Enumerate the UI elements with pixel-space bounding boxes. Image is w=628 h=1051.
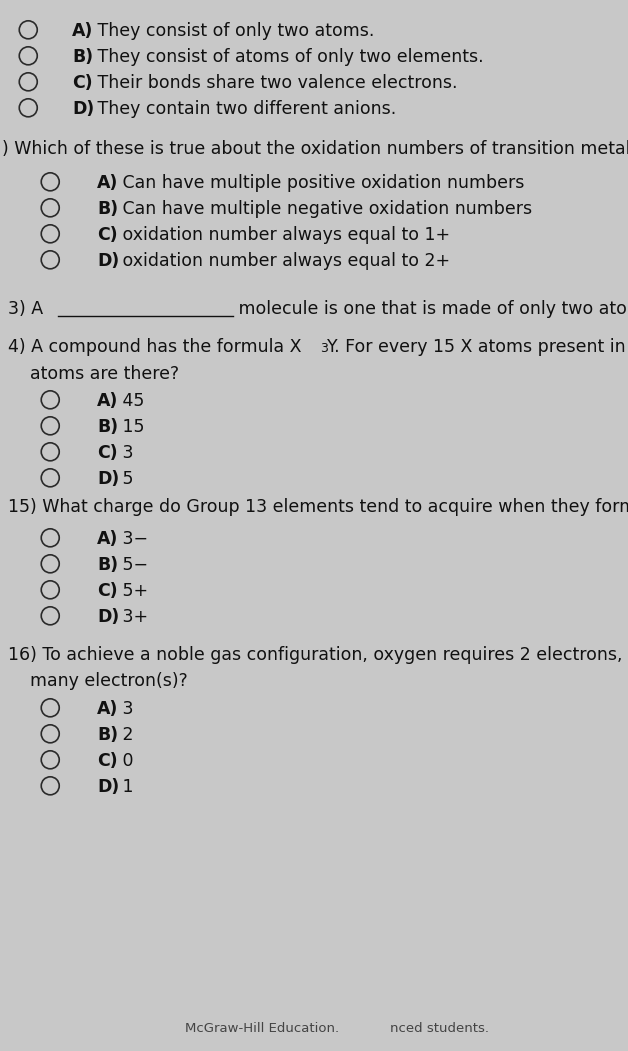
Text: D): D) [97,778,119,796]
Text: 4) A compound has the formula X: 4) A compound has the formula X [8,338,301,356]
Text: A): A) [72,22,94,40]
Text: McGraw-Hill Education.: McGraw-Hill Education. [185,1022,339,1035]
Text: ) Which of these is true about the oxidation numbers of transition metals, such : ) Which of these is true about the oxida… [2,140,628,158]
Text: They consist of only two atoms.: They consist of only two atoms. [92,22,375,40]
Text: B): B) [72,48,94,66]
Text: molecule is one that is made of only two atoms.: molecule is one that is made of only two… [234,300,628,318]
Text: 3: 3 [117,700,134,718]
Text: 15) What charge do Group 13 elements tend to acquire when they form ions?: 15) What charge do Group 13 elements ten… [8,498,628,516]
Text: C): C) [72,74,93,92]
Text: 3+: 3+ [117,607,149,626]
Text: 2: 2 [117,726,134,744]
Text: Can have multiple positive oxidation numbers: Can have multiple positive oxidation num… [117,174,525,192]
Text: 3) A: 3) A [8,300,48,318]
Text: oxidation number always equal to 1+: oxidation number always equal to 1+ [117,226,451,244]
Text: B): B) [97,726,119,744]
Text: A): A) [97,174,119,192]
Text: 3−: 3− [117,530,148,548]
Text: 45: 45 [117,392,145,410]
Text: 16) To achieve a noble gas configuration, oxygen requires 2 electrons, and hydro: 16) To achieve a noble gas configuration… [8,646,628,664]
Text: 5−: 5− [117,556,148,574]
Text: 1: 1 [117,778,134,796]
Text: 15: 15 [117,418,145,436]
Text: C): C) [97,753,118,770]
Text: D): D) [72,100,94,118]
Text: Can have multiple negative oxidation numbers: Can have multiple negative oxidation num… [117,200,533,218]
Text: Y. For every 15 X atoms present in this compound: Y. For every 15 X atoms present in this … [327,338,628,356]
Text: D): D) [97,607,119,626]
Text: They contain two different anions.: They contain two different anions. [92,100,397,118]
Text: B): B) [97,418,119,436]
Text: D): D) [97,470,119,488]
Text: B): B) [97,556,119,574]
Text: C): C) [97,226,118,244]
Text: B): B) [97,200,119,218]
Text: They consist of atoms of only two elements.: They consist of atoms of only two elemen… [92,48,484,66]
Text: 3: 3 [117,444,134,462]
Text: Their bonds share two valence electrons.: Their bonds share two valence electrons. [92,74,458,92]
Text: D): D) [97,252,119,270]
Text: nced students.: nced students. [390,1022,489,1035]
Text: 3: 3 [320,343,328,355]
Text: oxidation number always equal to 2+: oxidation number always equal to 2+ [117,252,451,270]
Text: many electron(s)?: many electron(s)? [30,672,188,691]
Text: 0: 0 [117,753,134,770]
Text: C): C) [97,444,118,462]
Text: A): A) [97,530,119,548]
Text: 5: 5 [117,470,134,488]
Text: atoms are there?: atoms are there? [30,365,179,383]
Text: C): C) [97,582,118,600]
Text: A): A) [97,392,119,410]
Text: A): A) [97,700,119,718]
Text: 5+: 5+ [117,582,149,600]
